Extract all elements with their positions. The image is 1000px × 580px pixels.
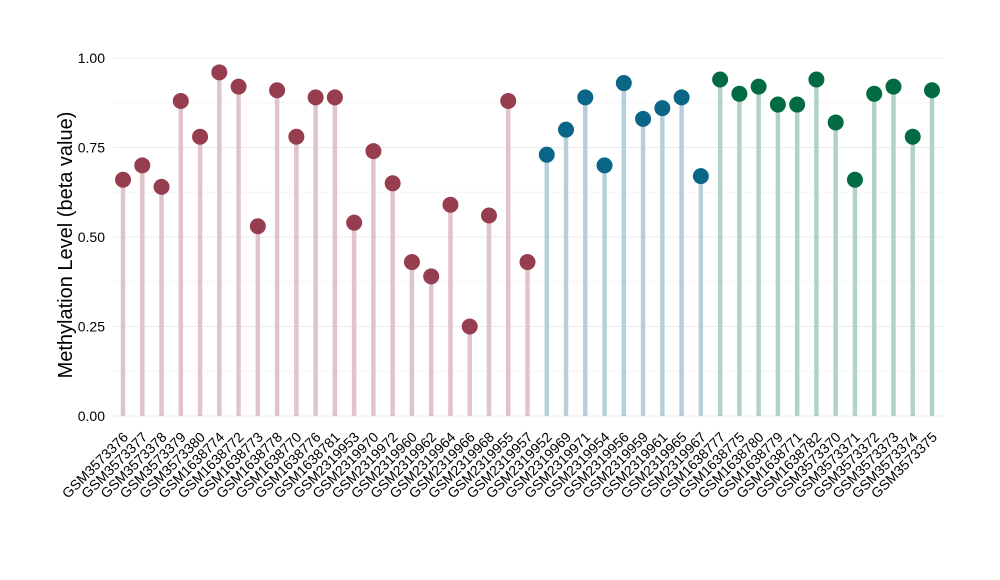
data-point (288, 129, 304, 145)
data-point (385, 175, 401, 191)
data-point (866, 86, 882, 102)
data-point (693, 168, 709, 184)
data-point (577, 89, 593, 105)
data-point (789, 97, 805, 113)
data-point (115, 172, 131, 188)
data-point (828, 114, 844, 130)
data-point (924, 82, 940, 98)
y-axis-ticks: 0.00 0.25 0.50 0.75 1.00 (78, 50, 105, 424)
y-tick-label: 1.00 (78, 50, 105, 66)
data-point (346, 215, 362, 231)
data-point (520, 254, 536, 270)
data-point (481, 208, 497, 224)
data-point (173, 93, 189, 109)
data-point (231, 79, 247, 95)
stems (123, 72, 932, 416)
data-point (192, 129, 208, 145)
data-point (404, 254, 420, 270)
y-tick-label: 0.75 (78, 140, 105, 156)
data-point (770, 97, 786, 113)
data-point (442, 197, 458, 213)
data-point (211, 64, 227, 80)
y-tick-label: 0.00 (78, 408, 105, 424)
y-tick-label: 0.25 (78, 319, 105, 335)
data-point (674, 89, 690, 105)
data-point (308, 89, 324, 105)
data-point (539, 147, 555, 163)
data-point (635, 111, 651, 127)
data-point (751, 79, 767, 95)
data-point (365, 143, 381, 159)
data-point (712, 71, 728, 87)
data-point (558, 122, 574, 138)
data-point (462, 319, 478, 335)
data-point (134, 157, 150, 173)
data-point (154, 179, 170, 195)
y-axis-label: Methylation Level (beta value) (55, 112, 77, 379)
data-point (847, 172, 863, 188)
y-tick-label: 0.50 (78, 229, 105, 245)
data-point (808, 71, 824, 87)
x-axis-ticks: GSM3573376GSM3573377GSM3573378GSM3573379… (59, 429, 941, 502)
data-point (885, 79, 901, 95)
data-point (731, 86, 747, 102)
data-point (269, 82, 285, 98)
data-point (250, 218, 266, 234)
data-point (327, 89, 343, 105)
data-point (423, 268, 439, 284)
data-point (616, 75, 632, 91)
data-point (597, 157, 613, 173)
data-point (654, 100, 670, 116)
data-point (500, 93, 516, 109)
data-point (905, 129, 921, 145)
